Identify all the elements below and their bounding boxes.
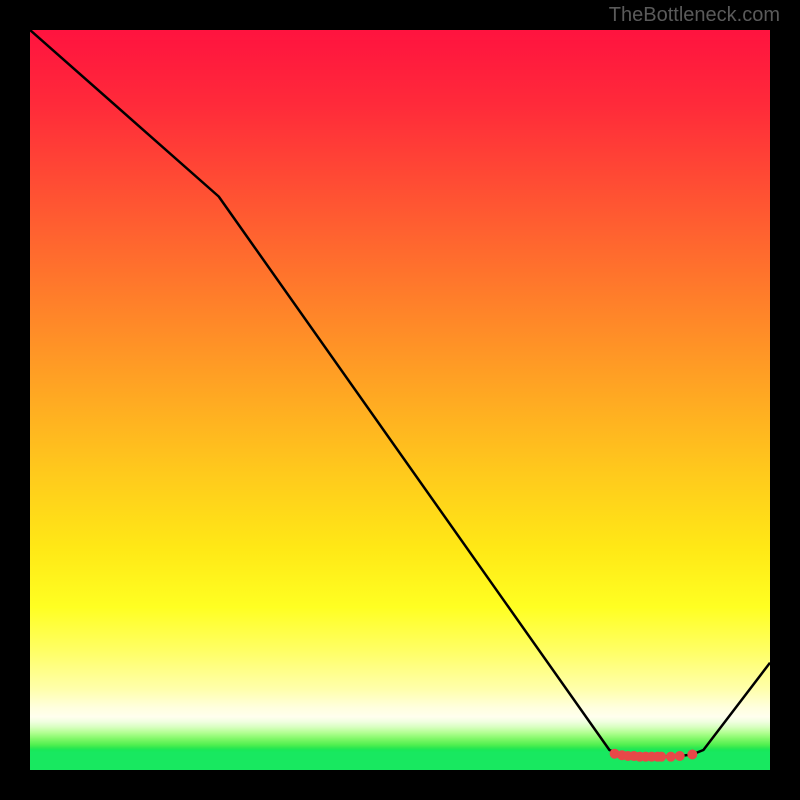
markers-group	[610, 749, 698, 762]
chart-marker	[675, 751, 685, 761]
watermark-text: TheBottleneck.com	[609, 4, 780, 27]
chart-marker	[666, 752, 676, 762]
chart-marker-layer	[30, 30, 770, 770]
plot-area	[30, 30, 770, 770]
chart-marker	[656, 752, 666, 762]
chart-marker	[687, 749, 697, 759]
